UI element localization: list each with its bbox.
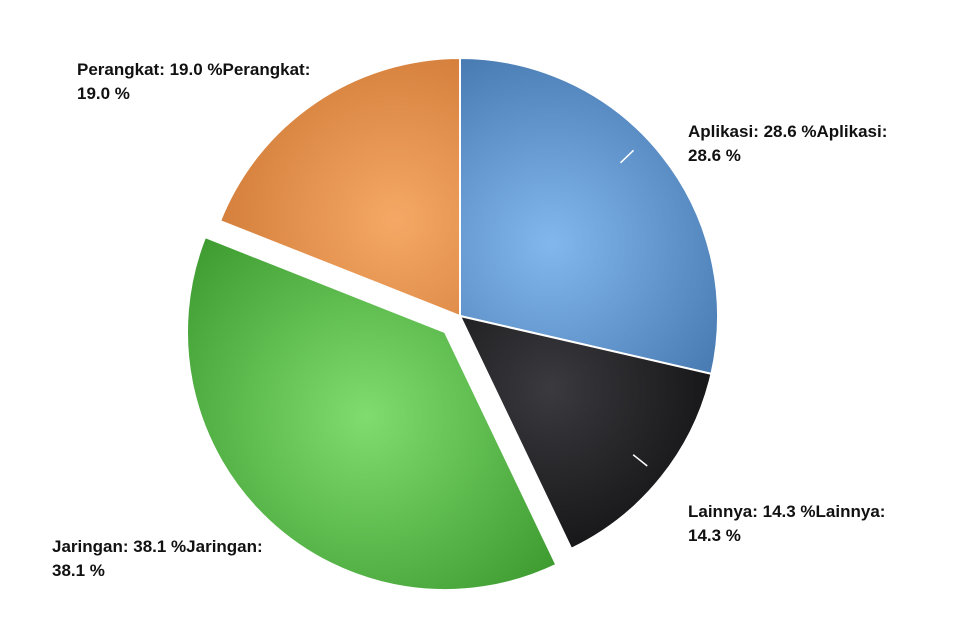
slice-label-lainnya-line1: Lainnya: 14.3 %Lainnya: [688,502,885,521]
pie-slice-lainnya [458,314,713,551]
slice-label-lainnya: Lainnya: 14.3 %Lainnya: 14.3 % [688,502,890,545]
slice-label-aplikasi: Aplikasi: 28.6 %Aplikasi: 28.6 % [688,122,892,165]
slice-label-perangkat-line2: 19.0 % [77,84,130,103]
slice-label-perangkat: Perangkat: 19.0 %Perangkat: 19.0 % [77,60,315,103]
slice-label-jaringan-line1: Jaringan: 38.1 %Jaringan: [52,537,263,556]
label-tick-aplikasi [619,149,635,164]
label-tick-lainnya [632,454,648,467]
slice-label-aplikasi-line2: 28.6 % [688,146,741,165]
slice-label-jaringan-line2: 38.1 % [52,561,105,580]
pie-slice-aplikasi [459,56,719,376]
pie-slices [186,56,719,592]
slice-label-perangkat-line1: Perangkat: 19.0 %Perangkat: [77,60,310,79]
slice-label-lainnya-line2: 14.3 % [688,526,741,545]
label-ticks [619,149,648,467]
slice-label-jaringan: Jaringan: 38.1 %Jaringan: 38.1 % [52,537,267,580]
slice-label-aplikasi-line1: Aplikasi: 28.6 %Aplikasi: [688,122,887,141]
pie-slice-perangkat [218,56,461,318]
pie-slice-jaringan [186,235,558,592]
